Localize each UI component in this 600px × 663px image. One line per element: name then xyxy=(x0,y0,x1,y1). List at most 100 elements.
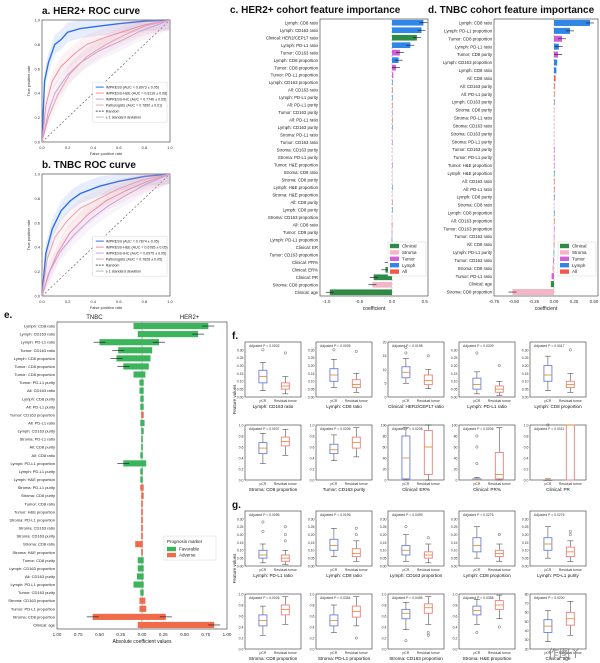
box-her2-ytick: 0.20 xyxy=(522,364,529,368)
abs-coef-bar-her2 xyxy=(142,613,166,620)
box-her2-ytick: 5 xyxy=(385,382,387,386)
box-tnbc-pvalue: Adjusted P = 0.0096 xyxy=(249,513,280,517)
importance-tnbc-bar xyxy=(554,162,555,169)
box-tnbc-ytick: 0.25 xyxy=(380,525,387,529)
box-tnbc-ytick: 30 xyxy=(525,638,529,642)
importance-tnbc-xtick: -0.75 xyxy=(489,299,500,304)
roc-her2-legend-entry: IMPRESS-H&E (AUC = 0.8116 ± 0.08) xyxy=(106,92,168,96)
importance-her2-legend-entry: Stroma xyxy=(402,250,417,255)
importance-tnbc-bar xyxy=(554,114,555,121)
box-her2-ytick: 0.6 xyxy=(310,445,315,449)
roc-tnbc-random-line xyxy=(41,173,171,297)
box-her2-ytick: 0.4 xyxy=(239,456,244,460)
importance-tnbc-feature-label: Lymph: PD-L1 purity xyxy=(453,250,493,255)
abs-coef-xlabel: Absolute coefficient values xyxy=(112,639,172,645)
abs-coef-bar-her2 xyxy=(142,355,151,362)
abs-coef-feature-label: Lymph: CD8 proportion xyxy=(14,356,55,361)
box-tnbc-ytick: 0.05 xyxy=(380,557,387,561)
abs-coef-feature-label: Tumor: CD8 proportion xyxy=(14,372,55,377)
box-her2-outlier xyxy=(261,348,265,352)
importance-her2-feature-label: All: CD8 purity xyxy=(291,200,319,205)
abs-coef-bar-her2 xyxy=(142,363,149,370)
importance-tnbc-bar xyxy=(554,138,555,145)
box-tnbc-ytick: 0.4 xyxy=(453,625,458,629)
roc-her2-ytick: 0.4 xyxy=(34,91,40,96)
box-her2-outlier xyxy=(475,445,479,449)
box-her2-frame xyxy=(315,424,373,481)
abs-coef-feature-label: Lymph: PD-L1 ratio xyxy=(21,340,56,345)
abs-coef-feature-label: All: CD8 ratio xyxy=(31,453,55,458)
importance-her2-bar xyxy=(392,184,393,191)
box-tnbc-group-label: Residual tumor xyxy=(559,651,583,655)
box-tnbc-group-label: pCR xyxy=(403,568,410,572)
box-tnbc-ytick: 0.20 xyxy=(237,533,244,537)
box-tnbc-ytick: 0.00 xyxy=(308,564,315,568)
box-her2-ytick: 60 xyxy=(383,445,387,449)
importance-her2-bar xyxy=(392,109,393,116)
box-her2-pvalue: Adjusted P = 0.0209 xyxy=(463,344,494,348)
abs-coef-xtick: 0.75 xyxy=(74,632,83,637)
importance-tnbc-frame xyxy=(493,18,599,297)
abs-coef-panel: TNBC HER2+ Lymph: CD8 ratio Lymph: CD163 ra… xyxy=(8,315,232,645)
abs-coef-feature-label: Tumor: CD163 proportion xyxy=(10,412,55,417)
box-her2-frame xyxy=(315,341,373,398)
box-her2-ytick: 60 xyxy=(454,445,458,449)
abs-coef-xtick: 0.50 xyxy=(95,632,104,637)
box-her2-ytick: 0.20 xyxy=(451,364,458,368)
box-tnbc-outlier xyxy=(283,539,287,543)
importance-tnbc-feature-label: Tumor: CD163 ratio xyxy=(454,258,492,263)
importance-tnbc-bar xyxy=(554,59,558,66)
importance-tnbc-panel: Lymph: CD8 ratio Lymph: PD-L1 proportion T… xyxy=(443,18,599,312)
box-tnbc-ytick: 70 xyxy=(525,602,529,606)
box-tnbc-outlier xyxy=(568,530,572,533)
importance-her2-feature-label: Lymph: CD163 purity xyxy=(278,125,319,130)
abs-coef-bar-tnbc xyxy=(139,597,142,604)
box-tnbc-group-label: Residual tumor xyxy=(274,568,298,572)
importance-tnbc-legend-entry: Tumor xyxy=(572,256,585,261)
abs-coef-feature-label: Lymph: CD8 purity xyxy=(22,396,55,401)
importance-her2-bar xyxy=(392,27,422,34)
importance-her2-feature-label: Lymph: CD163 ratio xyxy=(280,28,319,33)
abs-coef-feature-label: Stroma: CD8 proportion xyxy=(13,614,55,619)
box-tnbc-ytick: 0.8 xyxy=(382,603,387,607)
abs-coef-feature-label: Stroma: PD-L1 proportion xyxy=(9,517,55,522)
abs-coef-bar-tnbc xyxy=(118,347,142,354)
panel-d-title: d. TNBC cohort feature importance xyxy=(428,5,595,16)
box-her2-ytick: 0.2 xyxy=(239,467,244,471)
abs-coef-side-label-her2: HER2+ xyxy=(180,315,200,321)
box-her2-ytick: 20 xyxy=(454,467,458,471)
box-her2-frame xyxy=(529,424,587,481)
roc-her2-legend-entry: Random xyxy=(106,110,120,114)
box-her2-ytick: 0.0 xyxy=(310,478,315,482)
importance-tnbc-xtick: -0.25 xyxy=(529,299,540,304)
importance-her2-feature-label: Tumor: PD-L1 proportion xyxy=(271,73,319,78)
roc-tnbc-xtick: 0.2 xyxy=(65,299,71,304)
abs-coef-bar-tnbc xyxy=(141,533,142,540)
box-her2-ytick: 1.0 xyxy=(239,423,244,427)
abs-coef-side-label-tnbc: TNBC xyxy=(86,315,103,321)
importance-tnbc-legend-swatch xyxy=(560,256,569,261)
roc-her2-legend-entry: ± 1 standard deviation xyxy=(106,116,141,120)
importance-tnbc-bar xyxy=(554,99,555,106)
box-tnbc-ytick: 0.10 xyxy=(522,549,529,553)
box-tnbc-ytick: 50 xyxy=(525,620,529,624)
abs-coef-bar-tnbc xyxy=(141,524,142,532)
roc-tnbc-legend-entry: Random xyxy=(106,264,120,268)
panel-b-title: b. TNBC ROC curve xyxy=(42,160,136,171)
abs-coef-bar-her2 xyxy=(142,411,144,418)
box-tnbc-ytick: 60 xyxy=(525,611,529,615)
abs-coef-bar-tnbc xyxy=(140,468,142,475)
box-tnbc-group-label: Residual tumor xyxy=(417,651,441,655)
importance-tnbc-bar xyxy=(553,249,555,256)
box-her2-feature-label: Tumor: CD163 purity xyxy=(323,487,366,492)
box-tnbc-ytick: 0.05 xyxy=(308,557,315,561)
box-her2-ytick: 40 xyxy=(454,456,458,460)
importance-her2-feature-label: Stroma: CD8 purity xyxy=(281,178,318,183)
roc-her2-band-1 xyxy=(42,20,170,142)
roc-her2-random-line xyxy=(41,19,171,143)
importance-tnbc-legend-entry: Stroma xyxy=(572,250,587,255)
importance-tnbc-feature-label: Stroma: CD8 ratio xyxy=(458,203,493,208)
importance-tnbc-bar xyxy=(554,19,590,26)
abs-coef-bar-tnbc xyxy=(141,492,142,499)
roc-tnbc-panel: 0.00.0 0.2 0.2 0.4 0.4 0.6 0.6 0.8 0.8 1.0 1.0 Fals… xyxy=(26,172,174,311)
